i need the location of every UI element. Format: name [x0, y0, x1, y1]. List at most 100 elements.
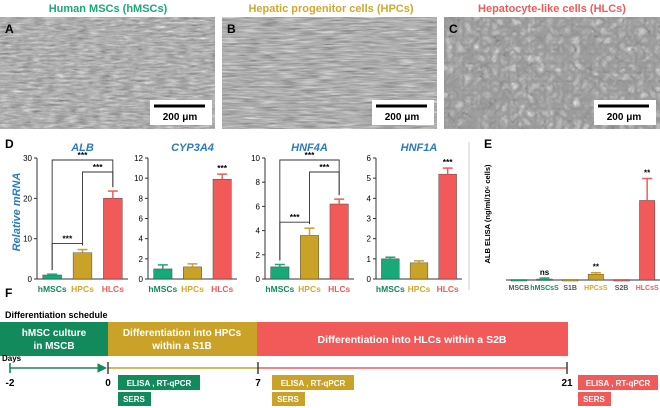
- significance-bracket: [51, 243, 83, 271]
- assay-sers-day21: [578, 392, 611, 406]
- x-tick-label: hMSCsS: [530, 285, 559, 292]
- panel-a-letter: A: [5, 22, 14, 36]
- bar-hlcs: [438, 173, 457, 280]
- x-tick-label: HLCsS: [636, 285, 659, 292]
- assay-sers-day21-label: SERS: [583, 395, 605, 404]
- y-tick-label: 4: [367, 194, 372, 203]
- significance-bracket: [309, 171, 340, 225]
- phase-hlc-label: Differentiation into HLCs within a S2B: [317, 334, 506, 346]
- x-tick-label: hMSCs: [148, 284, 177, 294]
- panel-b-title: Hepatic progenitor cells (HPCs): [248, 3, 413, 15]
- x-tick-label: HPCsS: [584, 285, 608, 292]
- x-tick-label: MSCB: [509, 285, 530, 292]
- y-tick-label: 6: [139, 215, 144, 224]
- assay-elisa-day0-label: ELISA , RT-qPCR: [127, 379, 192, 388]
- chart-title: HNF1A: [401, 142, 438, 154]
- phase-msc-label-2: in MSCB: [33, 341, 74, 352]
- assay-elisa-day7-label: ELISA , RT-qPCR: [281, 379, 346, 388]
- x-tick-label: S2B: [615, 285, 629, 292]
- significance-label: ***: [93, 162, 104, 172]
- scalebar-label-a: 200 μm: [163, 112, 198, 123]
- x-tick-label: HPCs: [298, 284, 321, 294]
- panel-d-ylabel: Relative mRNA: [11, 173, 23, 252]
- day-label-start: -2: [6, 378, 15, 389]
- bar-hlcss: [639, 200, 656, 281]
- bar-mscb: [510, 279, 527, 282]
- y-tick-label: 12: [134, 154, 143, 163]
- bar-hpcs: [300, 235, 319, 280]
- significance-label: ***: [78, 150, 89, 160]
- bar-hlcs: [212, 178, 232, 280]
- panel-b: Hepatic progenitor cells (HPCs) B 200 μm: [222, 3, 437, 129]
- phase-msc-label-1: hMSC culture: [22, 328, 87, 339]
- significance-label: **: [593, 263, 600, 272]
- day-label-0: 0: [105, 378, 111, 389]
- bar-s1b: [562, 279, 579, 282]
- chart-alb-elisa: MSCB hMSCsS S1B HPCsS S2B HLCsS ns ** **: [506, 168, 660, 292]
- significance-label: ***: [305, 150, 316, 160]
- chart-title: CYP3A4: [171, 142, 214, 154]
- bar-hlcs: [103, 198, 123, 280]
- bar-hmscss: [536, 278, 553, 281]
- scalebar-box-c: [594, 100, 656, 125]
- bar-hpcss: [587, 273, 604, 281]
- x-tick-label: HLCs: [328, 284, 350, 294]
- day-label-21: 21: [561, 378, 573, 389]
- x-tick-label: S1B: [563, 285, 577, 292]
- y-tick-label: 30: [23, 154, 32, 163]
- bar-hmscs: [381, 258, 400, 280]
- assay-sers-day7-label: SERS: [277, 395, 299, 404]
- assay-sers-day7: [272, 392, 305, 406]
- chart-hnf1a: HNF1A 0 1 2 3 4 5 6 hMSCs HPCs HLCs ***: [367, 142, 462, 294]
- y-tick-label: 8: [256, 178, 261, 187]
- days-label: Days: [2, 354, 22, 363]
- x-tick-label: HPCs: [408, 284, 431, 294]
- chart-title: ALB: [70, 142, 94, 154]
- bar-hpcs: [183, 266, 202, 280]
- assay-elisa-day7: [272, 375, 354, 390]
- y-tick-label: 4: [139, 235, 144, 244]
- significance-label: ***: [62, 234, 73, 244]
- panel-f: F Differentiation schedule hMSC culture …: [0, 286, 658, 406]
- chart-title: HNF4A: [291, 142, 328, 154]
- y-tick-label: 8: [139, 194, 144, 203]
- significance-bracket: [82, 171, 114, 246]
- chart-alb: ALB 0 10 20 30 hMSCs HPCs HLCs *** *** ***: [23, 142, 128, 294]
- significance-label: **: [644, 168, 651, 177]
- y-tick-label: 1: [367, 255, 372, 264]
- assay-elisa-day0: [118, 375, 200, 390]
- assay-sers-day0: [118, 392, 151, 406]
- y-tick-label: 6: [256, 202, 261, 211]
- y-tick-label: 10: [23, 235, 32, 244]
- phase-msc: [0, 322, 108, 356]
- significance-label: ***: [217, 163, 228, 173]
- y-tick-label: 10: [251, 154, 260, 163]
- significance-label: ***: [290, 212, 301, 222]
- assay-elisa-day21: [578, 375, 658, 390]
- day-label-7: 7: [255, 378, 261, 389]
- x-tick-label: hMSCs: [376, 284, 405, 294]
- bar-hlcs: [329, 203, 349, 280]
- x-tick-label: HLCs: [211, 284, 233, 294]
- y-tick-label: 0: [256, 275, 261, 284]
- y-tick-label: 2: [367, 235, 372, 244]
- x-tick-label: hMSCs: [265, 284, 294, 294]
- y-tick-label: 20: [23, 194, 32, 203]
- significance-bracket: [279, 221, 310, 261]
- panel-c-letter: C: [449, 22, 458, 36]
- bar-s2b: [613, 279, 630, 282]
- panel-c-title: Hepatocyte-like cells (HLCs): [478, 3, 626, 15]
- assay-sers-day0-label: SERS: [123, 395, 145, 404]
- bar-hpcs: [409, 262, 429, 280]
- x-tick-label: HLCs: [437, 284, 459, 294]
- panel-e-ylabel: ALB ELISA (ng/ml/10⁶ cells): [483, 164, 492, 264]
- y-tick-label: 10: [134, 174, 143, 183]
- y-tick-label: 5: [367, 174, 372, 183]
- panel-d-letter: D: [5, 137, 14, 151]
- assay-elisa-day21-label: ELISA , RT-qPCR: [586, 379, 651, 388]
- x-tick-label: HPCs: [181, 284, 204, 294]
- y-tick-label: 2: [139, 255, 144, 264]
- scalebar-box-b: [372, 100, 434, 125]
- phase-hpc-label-1: Differentiation into HPCs: [123, 328, 242, 339]
